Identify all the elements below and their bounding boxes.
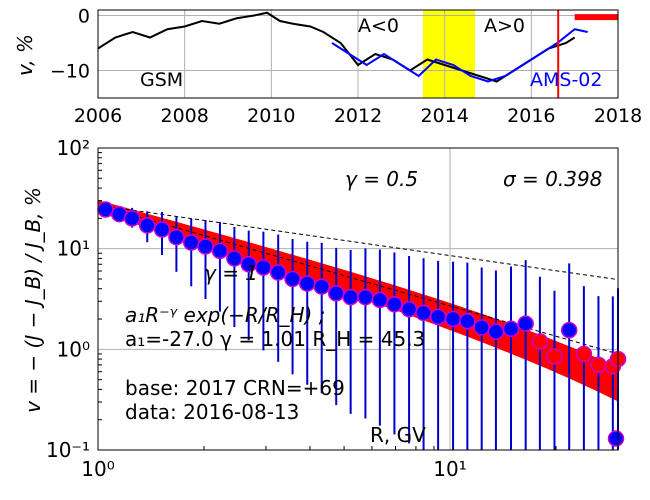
- bottom-plot-frame: [97, 147, 619, 451]
- top-y-axis-label: v, %: [13, 34, 37, 76]
- data-point: [298, 275, 316, 292]
- data-point: [138, 217, 156, 234]
- top-y-tick-label: −10: [50, 61, 90, 83]
- top-x-tick-label: 2008: [160, 105, 208, 127]
- top-x-tick-label: 2010: [247, 105, 295, 127]
- date-label: data: 2016-08-13: [125, 400, 299, 424]
- data-point: [123, 210, 141, 227]
- fit-params-label: a₁=-27.0 γ = 1.01 R_H = 45.3: [125, 327, 425, 351]
- data-point: [226, 250, 243, 267]
- data-point: [429, 308, 447, 326]
- ams-series-line: [331, 28, 588, 83]
- data-point: [327, 285, 345, 302]
- data-point: [255, 259, 272, 276]
- data-point: [313, 278, 330, 295]
- gsm-label: GSM: [140, 69, 183, 91]
- data-point: [342, 288, 359, 306]
- top-y-tick-label: 0: [78, 6, 90, 28]
- data-points: [97, 201, 627, 447]
- top-ticks: 2006 2008 2010 2012 2014 2016 2018 0 −10: [50, 6, 642, 128]
- top-x-tick-label: 2016: [507, 105, 555, 127]
- top-x-tick-label: 2006: [74, 105, 122, 127]
- ams-label: AMS-02: [530, 69, 602, 91]
- gsm-series-line: [97, 11, 576, 83]
- bottom-y-tick-label: 10⁰: [57, 337, 90, 361]
- a-negative-label: A<0: [358, 15, 399, 37]
- data-point: [590, 356, 607, 374]
- bottom-x-tick-label: 10⁰: [81, 457, 114, 481]
- gamma-half-label: γ = 0.5: [345, 167, 418, 191]
- sigma-label: σ = 0.398: [503, 167, 602, 191]
- data-point: [197, 238, 214, 255]
- a-positive-label: A>0: [484, 15, 525, 37]
- reference-line-gamma-0-5: [97, 204, 619, 281]
- shaded-region: [423, 10, 475, 98]
- data-point: [357, 288, 374, 306]
- data-point: [400, 301, 418, 318]
- data-point: [415, 304, 432, 322]
- data-point: [182, 234, 200, 251]
- data-point: [575, 345, 593, 363]
- top-x-tick-label: 2018: [594, 105, 642, 127]
- data-point: [459, 313, 476, 330]
- bottom-y-axis-label: v = − (J − J_B) / J_B, %: [21, 187, 45, 413]
- data-point: [487, 323, 505, 340]
- data-point: [546, 348, 563, 365]
- error-bars: [104, 207, 619, 450]
- bottom-y-tick-label: 10⁻¹: [46, 438, 90, 462]
- data-point: [97, 201, 114, 218]
- data-point: [168, 228, 185, 246]
- data-point: [269, 264, 287, 281]
- data-point: [371, 291, 389, 309]
- data-point: [153, 221, 171, 238]
- top-x-tick-label: 2014: [420, 105, 468, 127]
- top-panel: GSM AMS-02 A<0 A>0 v, % 2006 2008 2010 2012…: [13, 6, 642, 128]
- data-point: [517, 315, 534, 332]
- data-point: [284, 270, 301, 288]
- top-x-tick-label: 2012: [334, 105, 382, 127]
- bottom-x-tick-label: 10¹: [433, 457, 466, 481]
- data-point: [531, 333, 549, 350]
- base-label: base: 2017 CRN=+69: [125, 376, 345, 400]
- data-point: [560, 321, 578, 339]
- data-point: [386, 296, 403, 313]
- data-point: [502, 320, 520, 338]
- top-plot-frame: [97, 9, 619, 99]
- bottom-x-axis-label: R, GV: [370, 423, 426, 447]
- outlier-data-point: [607, 430, 625, 447]
- formula-label: a₁R⁻ᵞ exp(−R/R_H) ;: [125, 303, 325, 327]
- data-point: [211, 242, 229, 260]
- bottom-y-tick-label: 10¹: [57, 237, 90, 261]
- gamma-one-label: γ = 1: [204, 261, 258, 285]
- data-point: [473, 319, 490, 336]
- data-point: [444, 310, 462, 328]
- bottom-y-tick-label: 10²: [57, 136, 90, 160]
